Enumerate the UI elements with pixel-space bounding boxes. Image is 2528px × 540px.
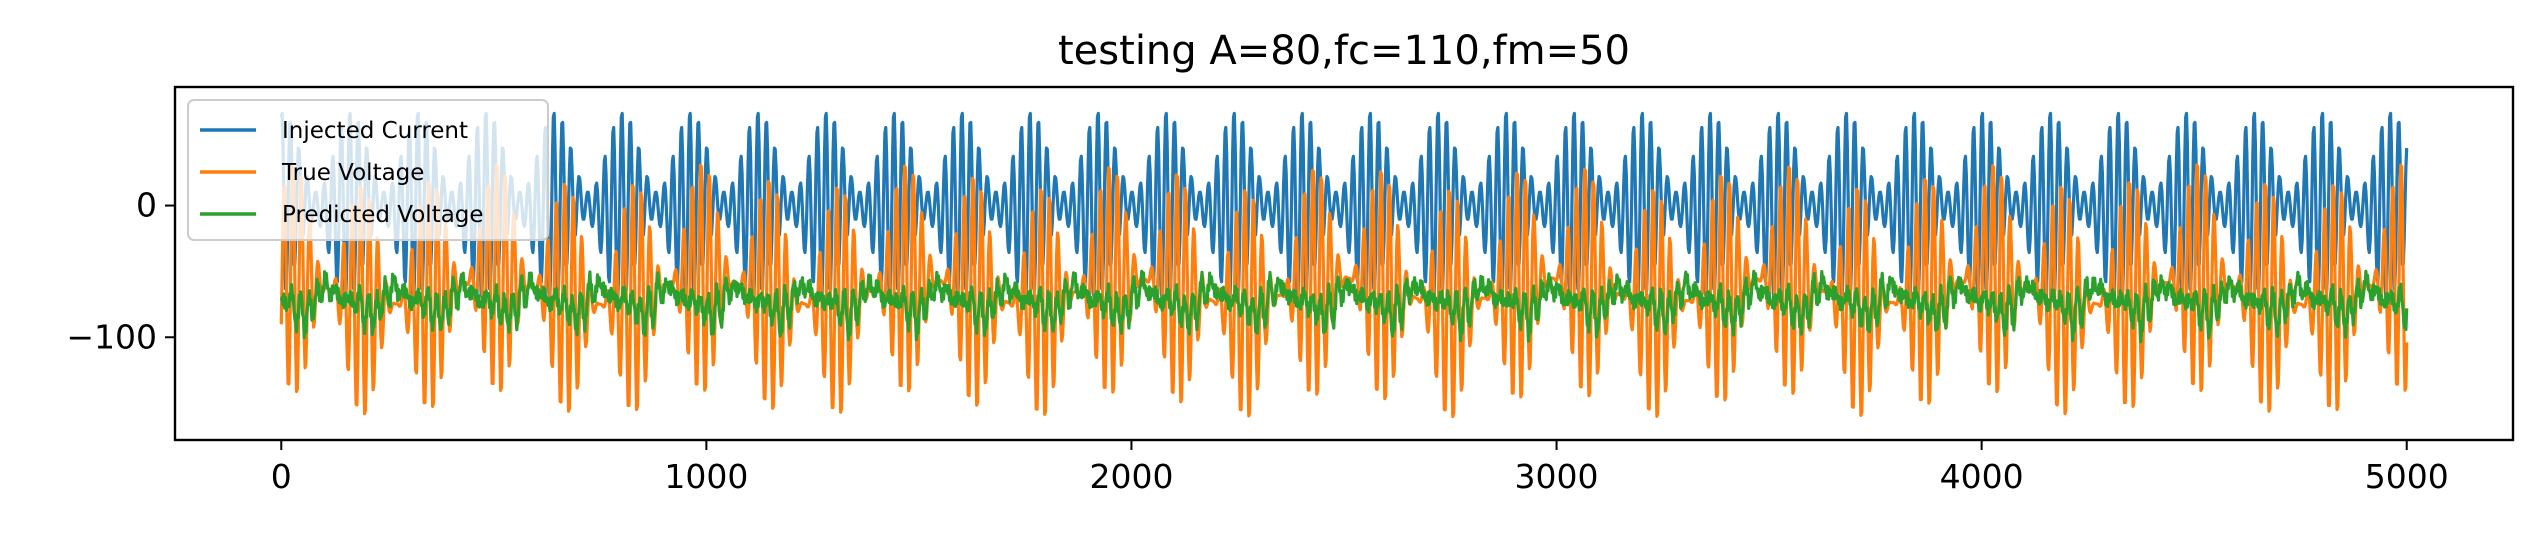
x-tick-label: 4000 bbox=[1940, 457, 2024, 496]
x-tick-label: 1000 bbox=[664, 457, 748, 496]
legend-box bbox=[187, 99, 549, 241]
series-line-injected-current bbox=[279, 111, 2409, 299]
x-tick-label: 2000 bbox=[1089, 457, 1173, 496]
plot-area bbox=[279, 111, 2409, 419]
legend-label: True Voltage bbox=[281, 160, 424, 186]
x-tick-label: 0 bbox=[271, 457, 292, 496]
y-tick-label: 0 bbox=[136, 186, 157, 225]
x-tick-label: 3000 bbox=[1515, 457, 1599, 496]
x-axis: 0 1000 2000 3000 4000 5000 bbox=[271, 440, 2449, 496]
legend-label: Predicted Voltage bbox=[282, 202, 484, 228]
x-tick-label: 5000 bbox=[2365, 457, 2449, 496]
y-axis: 0 −100 bbox=[66, 186, 175, 356]
series-line-predicted-voltage bbox=[279, 269, 2409, 344]
series-line-true-voltage bbox=[279, 163, 2409, 419]
chart-title: testing A=80,fc=110,fm=50 bbox=[1058, 28, 1630, 74]
y-tick-label: −100 bbox=[66, 317, 157, 356]
legend-label: Injected Current bbox=[282, 118, 468, 144]
axes-frame bbox=[173, 85, 2515, 442]
legend: Injected Current True Voltage Predicted Vo… bbox=[187, 99, 549, 241]
